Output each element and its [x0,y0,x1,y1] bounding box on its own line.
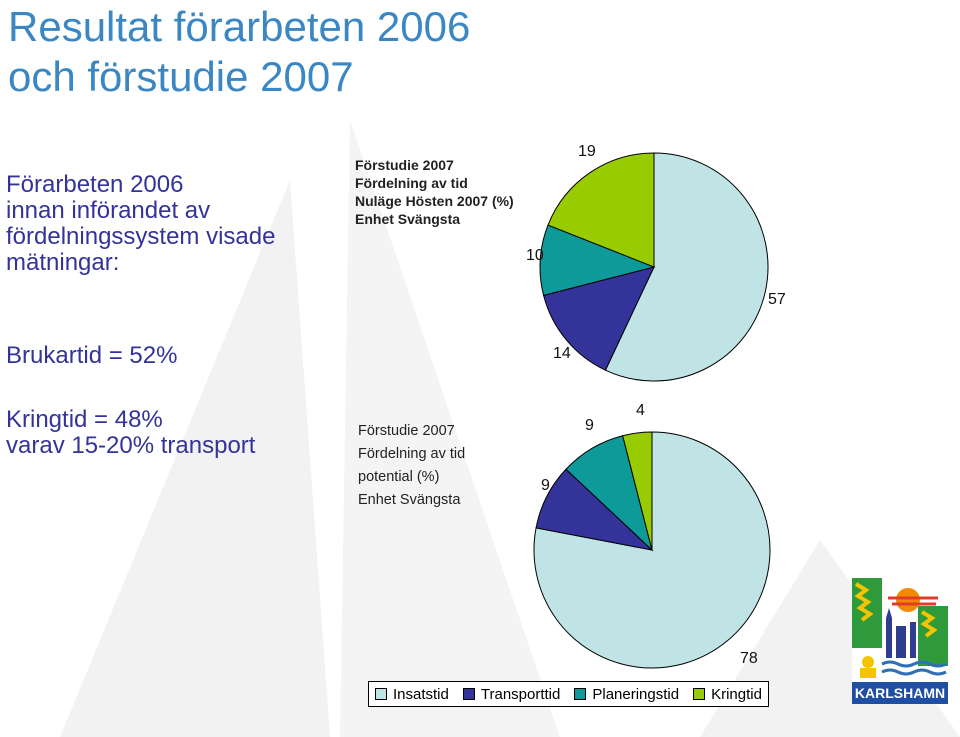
legend-label: Insatstid [393,685,449,703]
intro-line: mätningar: [6,249,120,276]
legend-item-insatstid: Insatstid [375,686,449,703]
chart2-title-line: Förstudie 2007 [358,423,455,439]
legend-label: Planeringstid [592,685,680,703]
pie1-slice-planeringstid [539,224,656,296]
intro-line: fördelningssystem visade [6,223,276,250]
chart-legend: Insatstid Transporttid Planeringstid Kri… [368,681,769,707]
kringtid-text: Kringtid = 48% varav 15-20% transport [6,407,255,459]
chart1-title-line: Nuläge Hösten 2007 (%) [355,193,514,209]
chart1-title: Förstudie 2007 Fördelning av tid Nuläge … [355,156,514,228]
kringtid-line: varav 15-20% transport [6,432,256,459]
pie2-data-label: 9 [585,417,594,434]
intro-text: Förarbeten 2006 innan införandet av förd… [6,172,275,276]
legend-swatch [693,688,706,700]
legend-label: Kringtid [711,685,762,703]
legend-item-transporttid: Transporttid [462,685,561,703]
karlshamn-logo: KARLSHAMN [852,578,948,704]
legend-item-planeringstid: Planeringstid [574,686,679,703]
chart2-title-line: potential (%) [358,469,440,485]
svg-text:KARLSHAMN: KARLSHAMN [855,685,945,701]
chart2-title: Förstudie 2007 Fördelning av tid potenti… [358,420,465,512]
pie1-slice-kringtid [547,152,655,268]
page-title-line2: och förstudie 2007 [8,53,354,100]
chart1-title-line: Fördelning av tid [355,175,468,191]
pie1-data-label: 19 [578,143,596,160]
legend-item-kringtid: Kringtid [693,686,762,703]
pie1-data-label: 10 [526,247,544,264]
legend-swatch [462,688,475,700]
legend-swatch [375,688,387,700]
pie2-slice-kringtid [622,431,653,551]
pie2-data-label: 9 [541,477,550,494]
pie2-data-label: 78 [740,650,758,667]
legend-label: Transporttid [480,685,561,703]
page-title: Resultat förarbeten 2006 och förstudie 2… [8,2,470,102]
page-title-line1: Resultat förarbeten 2006 [8,3,471,50]
legend-swatch [574,688,587,700]
pie1-data-label: 57 [768,291,786,308]
chart1-title-line: Förstudie 2007 [355,157,454,173]
chart2-title-line: Enhet Svängsta [358,492,461,508]
kringtid-line: Kringtid = 48% [6,406,163,433]
chart2-title-line: Fördelning av tid [358,446,466,462]
intro-line: Förarbeten 2006 [6,171,184,198]
pie1-slice-insatstid [604,152,769,382]
brukartid-text: Brukartid = 52% [6,342,178,369]
pie1-data-label: 14 [553,345,571,362]
intro-line: innan införandet av [6,197,211,224]
pie2-data-label: 4 [636,402,645,419]
pie1-slice-transporttid [542,266,655,371]
chart1-title-line: Enhet Svängsta [355,211,461,227]
